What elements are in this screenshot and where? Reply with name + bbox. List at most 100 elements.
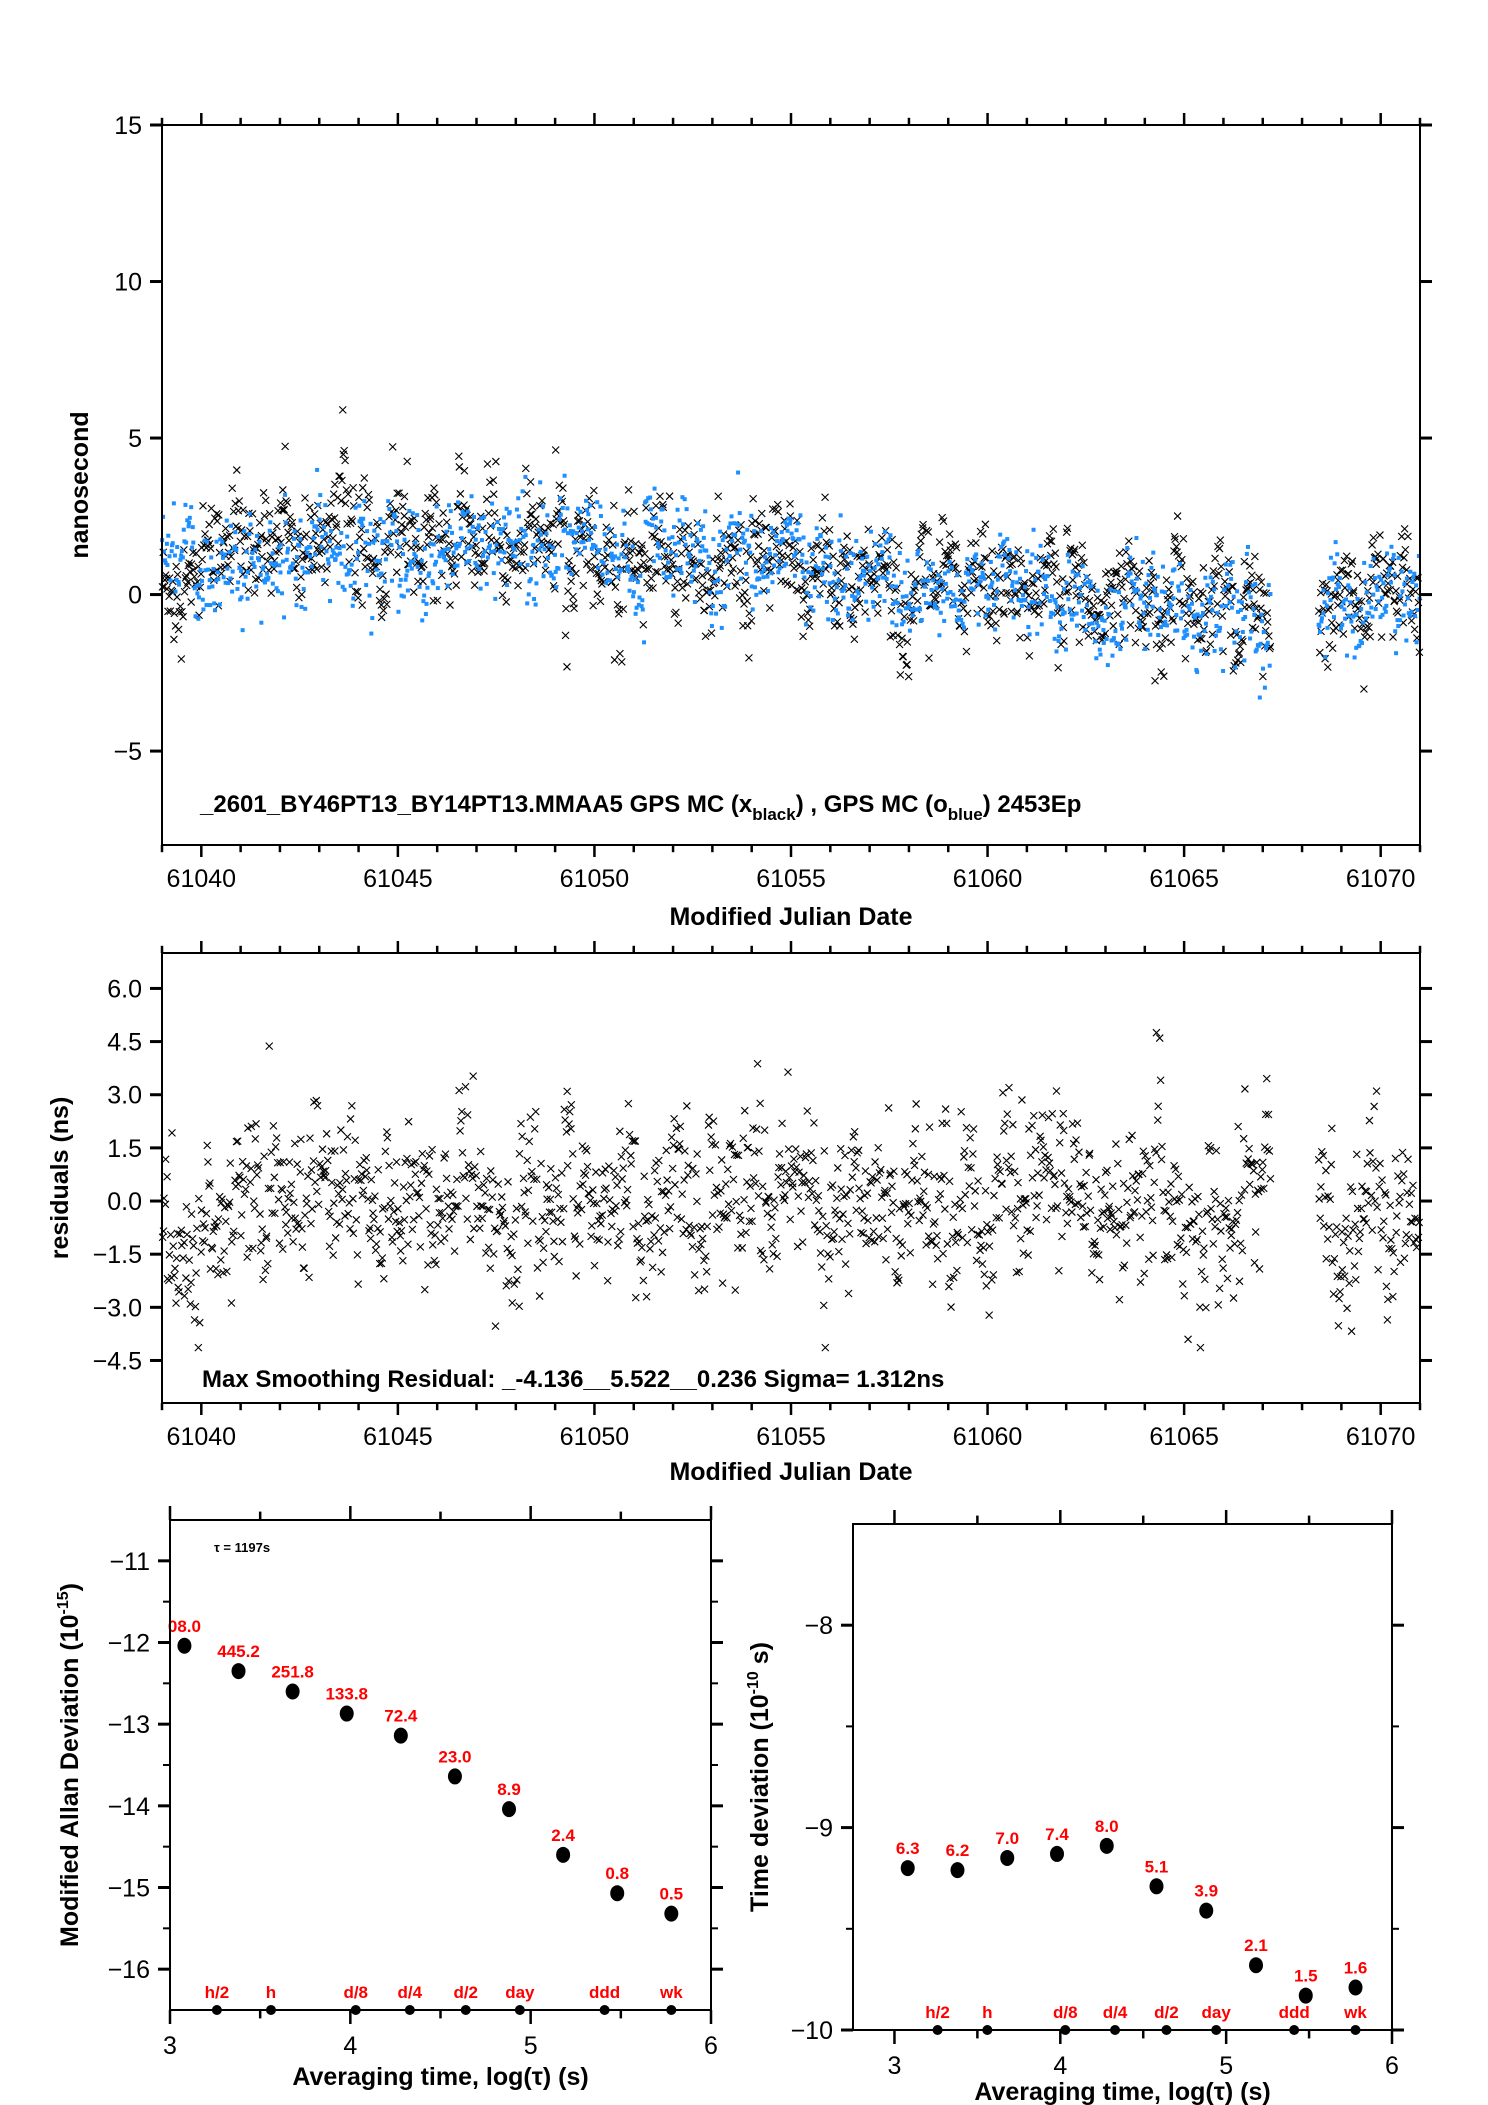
- data-point-o: [647, 522, 652, 527]
- data-point-x: [194, 1194, 203, 1203]
- data-point-o: [1059, 626, 1064, 631]
- data-point-x: [368, 1196, 377, 1205]
- data-point-o: [1392, 572, 1397, 577]
- data-point-x: [972, 538, 980, 547]
- data-point-o: [1166, 610, 1171, 615]
- data-point-o: [655, 541, 660, 546]
- data-point-x: [343, 1132, 352, 1141]
- time-marker-label: h/2: [205, 1983, 230, 2002]
- data-point-x: [1143, 1156, 1152, 1165]
- data-point-x: [1100, 1191, 1109, 1199]
- data-point-x: [1234, 1122, 1243, 1131]
- data-point-x: [1048, 569, 1057, 577]
- data-point-o: [386, 499, 391, 504]
- data-point-x: [229, 507, 238, 516]
- data-point-x: [735, 1211, 744, 1220]
- data-point-x: [1173, 1240, 1182, 1249]
- data-point-x: [732, 1197, 741, 1206]
- data-point-x: [377, 613, 386, 622]
- data-point-o: [1257, 695, 1262, 700]
- data-point-x: [1196, 588, 1205, 596]
- data-point-x: [758, 1182, 767, 1191]
- data-point-x: [214, 1215, 223, 1223]
- data-point-x: [494, 1180, 503, 1188]
- data-point-x: [589, 486, 598, 495]
- data-point-o: [1057, 620, 1062, 625]
- data-point-x: [244, 586, 253, 594]
- data-point-o: [398, 577, 403, 582]
- data-point-o: [801, 535, 806, 540]
- time-marker-label: d/4: [398, 1983, 423, 2002]
- data-point-x: [231, 499, 240, 508]
- data-point-o: [393, 514, 398, 519]
- data-point-o: [1265, 640, 1270, 645]
- data-point-x: [835, 622, 844, 630]
- data-point-x: [557, 1169, 566, 1177]
- data-point-x: [515, 1149, 524, 1158]
- data-point-o: [1119, 622, 1124, 627]
- data-point-o: [1033, 577, 1038, 582]
- data-point-o: [1193, 615, 1198, 620]
- data-point-x: [586, 565, 595, 574]
- data-point-o: [491, 571, 496, 576]
- data-point-o: [737, 511, 742, 516]
- data-point-x: [1164, 1188, 1172, 1197]
- data-point-x: [324, 1207, 333, 1216]
- data-point-x: [567, 577, 576, 586]
- data-point-x: [1188, 577, 1197, 586]
- data-point-x: [803, 609, 812, 618]
- data-point-x: [979, 1243, 988, 1252]
- data-point-o: [446, 503, 451, 508]
- data-point-x: [775, 1149, 784, 1158]
- data-point-o: [1108, 587, 1113, 592]
- data-point-o: [831, 580, 836, 585]
- data-point-o: [1186, 594, 1191, 599]
- data-point-o: [798, 513, 803, 518]
- data-point-o: [931, 578, 936, 583]
- data-point-o: [670, 535, 675, 540]
- data-point-o: [671, 525, 676, 530]
- data-point-o: [767, 551, 772, 556]
- data-point-o: [1150, 604, 1155, 609]
- data-point-o: [394, 529, 399, 534]
- data-point-o: [1243, 615, 1248, 620]
- data-point-x: [625, 1130, 634, 1139]
- data-point-x: [380, 1203, 389, 1212]
- data-point-o: [478, 586, 483, 591]
- data-point-o: [586, 512, 591, 517]
- data-point-x: [1411, 587, 1420, 596]
- data-point-o: [257, 558, 262, 563]
- data-point-x: [341, 456, 350, 465]
- data-point-o: [1319, 619, 1324, 624]
- data-point-o: [627, 588, 632, 593]
- data-point-x: [651, 1214, 660, 1222]
- data-point-o: [999, 544, 1004, 549]
- data-point-x: [1194, 1192, 1202, 1201]
- data-point-x: [426, 512, 435, 521]
- data-point-x: [171, 1264, 179, 1273]
- data-point-x: [757, 509, 766, 518]
- data-point-x: [192, 1269, 200, 1277]
- data-point-o: [1002, 539, 1007, 544]
- data-point-x: [296, 1168, 305, 1176]
- data-point-x: [656, 492, 664, 501]
- data-point-x: [1265, 1147, 1274, 1155]
- data-point-o: [1084, 574, 1089, 579]
- data-point-o: [370, 616, 375, 621]
- data-point-o: [835, 611, 840, 616]
- data-point-x: [1012, 1268, 1021, 1277]
- data-point-x: [987, 1276, 996, 1284]
- data-point-x: [1053, 1202, 1062, 1210]
- data-point-o: [220, 555, 225, 560]
- data-point-o: [763, 555, 768, 560]
- x-tick-label: 61070: [1346, 865, 1416, 893]
- data-point-o: [1232, 640, 1237, 645]
- data-point-o: [372, 538, 377, 543]
- data-point-o: [1112, 588, 1117, 593]
- data-point-o: [169, 549, 174, 554]
- data-point-x: [1123, 1198, 1131, 1207]
- data-point-x: [1050, 1171, 1059, 1180]
- data-point-x: [617, 657, 626, 666]
- data-point-o: [938, 610, 943, 615]
- data-point-x: [1095, 1275, 1104, 1284]
